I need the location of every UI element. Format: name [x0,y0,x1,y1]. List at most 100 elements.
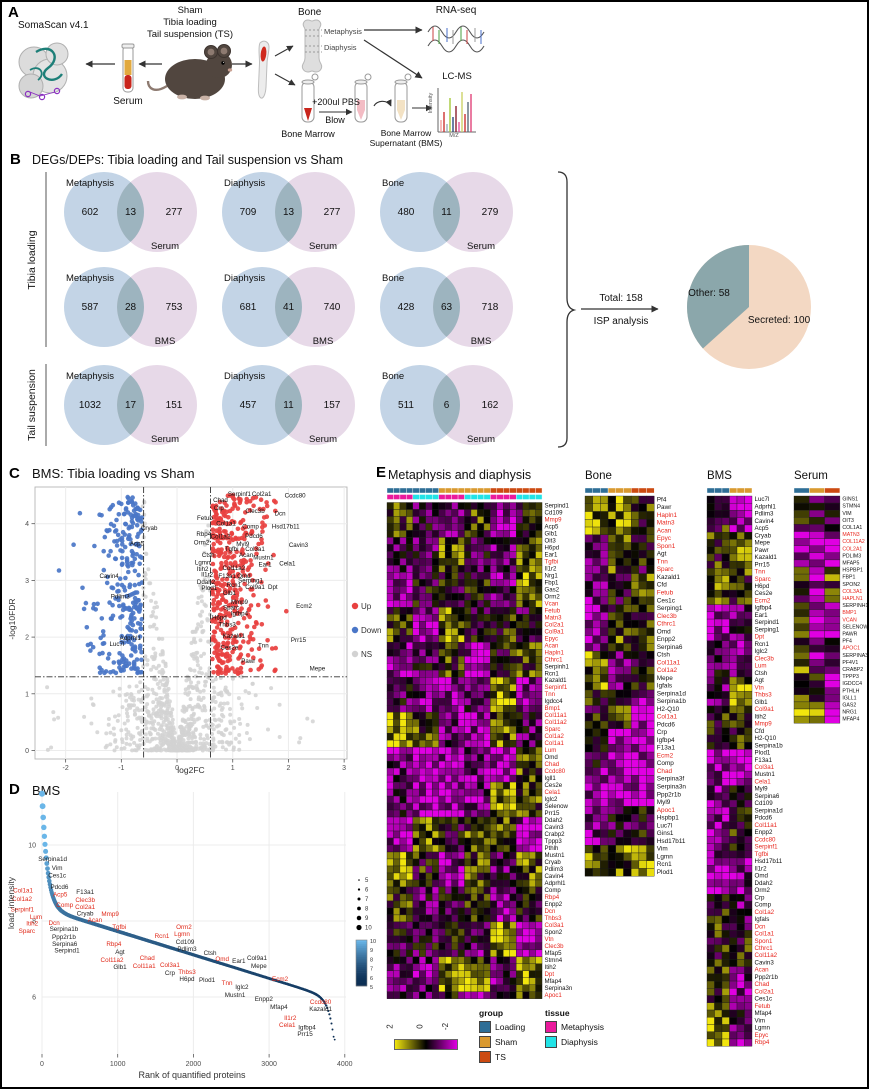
heatmap-cell [490,691,497,699]
heatmap-cell [744,676,753,685]
heatmap-cell [522,893,530,902]
up-point [248,558,253,563]
up-point [249,630,254,636]
venn-right-label: Serum [309,434,337,445]
heatmap-cell [729,1009,738,1018]
heatmap-cell [623,751,632,761]
heatmap-cell [706,597,715,605]
volcano-gene-label: Pawr [241,658,255,665]
heatmap-cell [528,586,536,594]
heatmap-cell [406,991,414,999]
heatmap-cell [432,781,439,790]
heatmap-cell [744,951,753,960]
heatmap-cell [528,663,536,671]
heatmap-cell [600,821,609,830]
heatmap-cell [457,774,465,783]
heatmap-cell [477,893,485,902]
venn-left-count: 709 [240,207,257,218]
heatmap-cell [432,893,439,902]
annotation-cell [623,487,632,494]
heatmap-cell [714,908,723,917]
heatmap-cell [438,879,446,888]
annotation-cell [412,487,420,494]
heatmap-cell [509,628,517,636]
rank-y-tick: 8 [32,919,36,926]
heatmap-cell [386,879,394,888]
heatmap-cell [464,537,472,545]
up-point [215,538,220,544]
heatmap-cell [714,886,723,895]
heatmap-cell [457,628,465,636]
up-point [269,646,275,651]
heatmap-cell [721,879,730,888]
heatmap-cell [438,544,446,552]
heatmap-cell [425,565,433,573]
heatmap-cell [522,502,530,510]
curly-brace [557,171,577,448]
heatmap-cell [412,621,420,629]
heatmap-cell [646,798,655,807]
heatmap-cell [600,767,609,776]
heatmap-cell [477,858,485,867]
gene-label-md: Mmp9 [545,516,563,523]
down-point [132,647,137,653]
heatmap-cell [483,893,491,902]
heatmap-cell [451,963,459,972]
venn-left-label: Metaphysis [66,371,114,382]
heatmap-cell [736,655,745,663]
heatmap-cell [393,991,401,999]
heatmap-cell [623,705,632,714]
heatmap-cell [470,823,478,832]
heatmap-cell [535,621,543,629]
panel-label-e: E [376,464,387,481]
colorbar-strip [356,982,367,985]
heatmap-cell [615,619,624,629]
heatmap-cell [444,719,452,727]
heatmap-cell [744,894,753,902]
heatmap-cell [509,900,517,909]
gene-label-bone: Epyc [657,535,672,542]
heatmap-cell [432,886,439,895]
heatmap-cell [432,767,439,776]
rank-gene-label: Serpind1 [54,947,80,954]
annotation-cell [535,487,543,494]
heatmap-cell [706,785,715,794]
heatmap-cell [470,795,478,804]
heatmap-cell [592,790,601,799]
heatmap-cell [744,988,753,996]
heatmap-cell [706,568,715,576]
heatmap-cell [600,674,609,683]
heatmap-cell [509,893,517,902]
heatmap-cell [528,649,536,657]
heatmap-cell [584,751,593,761]
venn-overlap-count: 63 [441,302,453,313]
heatmap-cell [457,684,465,692]
volcano-gene-label: Igfbp4 [231,610,249,617]
venn-left-label: Diaphysis [224,371,265,382]
heatmap-cell [419,509,426,517]
rank-gene-label: H6pd [179,976,195,983]
heatmap-cell [457,670,465,678]
heatmap-cell [393,809,401,818]
heatmap-cell [706,770,715,779]
heatmap-cell [432,558,439,566]
heatmap-cell [457,614,465,622]
heatmap-cell [432,551,439,559]
venn-overlap [433,172,460,252]
heatmap-cell [729,560,738,569]
down-point [113,556,119,562]
down-point [124,593,129,599]
heatmap-cell [516,935,523,944]
ns-point [277,735,282,739]
ns-point [221,714,226,719]
heatmap-cell [496,726,504,734]
up-point [226,611,232,616]
heatmap-cell [744,828,753,837]
heatmap-cell [425,865,433,874]
gene-label-md: Vtn [545,936,554,943]
annotation-cell [438,494,446,500]
ns-point [181,738,186,743]
heatmap-cell [457,844,465,853]
up-point [254,551,259,557]
